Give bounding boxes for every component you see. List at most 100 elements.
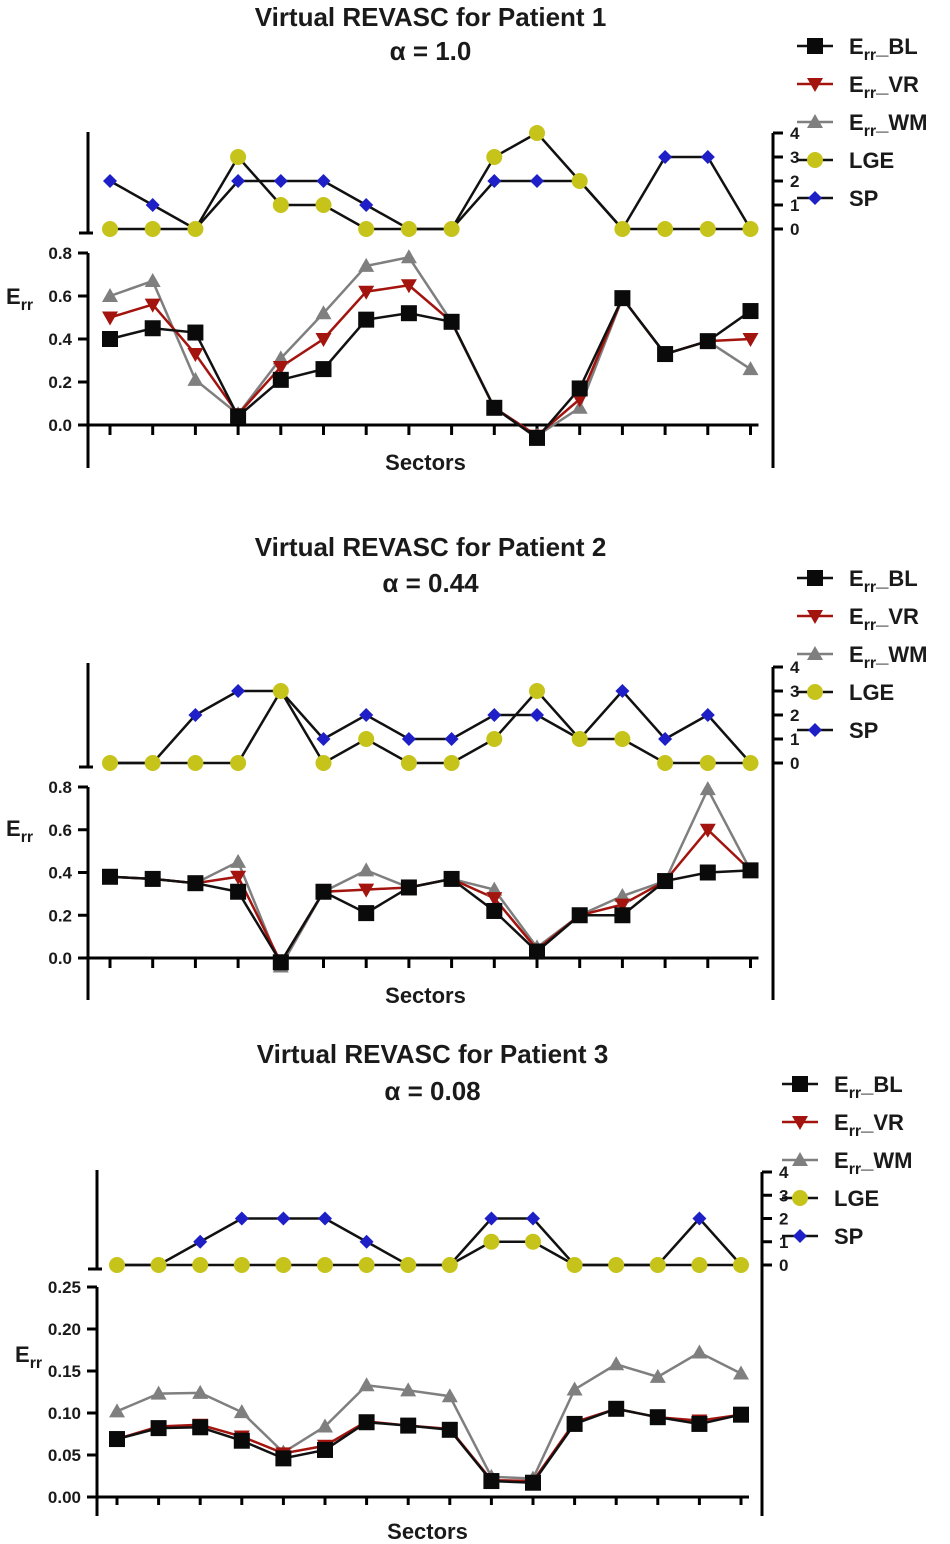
lge-point <box>733 1257 749 1273</box>
sp-point <box>359 1234 374 1249</box>
left-tick-label: 0.2 <box>48 373 72 392</box>
bl-point <box>566 1415 583 1432</box>
right-tick-label: 3 <box>779 1186 788 1205</box>
left-tick-label: 0.6 <box>48 821 72 840</box>
sp-point <box>615 684 630 698</box>
lge-point <box>443 221 460 237</box>
left-tick-label: 0.25 <box>48 1278 81 1297</box>
sp-series-line <box>109 155 752 232</box>
legend-label-suffix: _WM <box>875 642 927 667</box>
wm-point <box>400 249 417 264</box>
y-axis-label-sub: rr <box>21 829 33 846</box>
legend-marker-lge <box>792 1190 808 1206</box>
vr-point <box>742 333 759 347</box>
lge-point <box>529 683 545 699</box>
left-tick-label: 0.15 <box>48 1362 81 1381</box>
bl-point <box>317 1441 333 1458</box>
bl-point <box>358 311 375 328</box>
legend-label-suffix: _WM <box>875 110 927 135</box>
bl-point <box>233 1432 250 1449</box>
lge-point <box>691 1257 708 1273</box>
legend-label: LGE <box>849 148 894 173</box>
lge-point <box>358 1257 375 1273</box>
bl-point <box>699 864 716 881</box>
legend-marker-lge <box>807 684 823 700</box>
bl-point <box>400 305 417 322</box>
legend-label: Err_WM <box>849 642 927 672</box>
vr-series-line <box>116 1407 742 1483</box>
bl-point <box>614 907 631 924</box>
sp-point <box>530 174 544 188</box>
legend-label: Err_VR <box>849 72 919 102</box>
x-axis-label: Sectors <box>385 450 466 475</box>
chart-title: Virtual REVASC for Patient 2 <box>255 532 607 562</box>
lge-point <box>608 1257 625 1273</box>
left-tick-label: 0.00 <box>48 1488 81 1507</box>
lge-point <box>102 755 118 771</box>
y-axis-label-main: E <box>6 284 21 309</box>
bl-point <box>649 1409 666 1426</box>
wm-point <box>150 1385 167 1400</box>
legend-item-sp: SP <box>797 718 878 743</box>
legend-label: Err_BL <box>849 566 918 596</box>
legend-label: LGE <box>834 1186 879 1211</box>
y-axis-label-sub: rr <box>30 1355 42 1372</box>
lge-point <box>150 1257 167 1273</box>
legend-marker-wm <box>807 646 823 660</box>
wm-point <box>102 288 118 302</box>
bl-point <box>571 907 588 924</box>
lge-point <box>483 1233 500 1250</box>
right-tick-label: 4 <box>790 124 800 143</box>
lge-point <box>657 221 674 237</box>
vr-point <box>272 360 289 375</box>
bl-point <box>358 905 375 922</box>
wm-point <box>649 1368 666 1383</box>
legend-label-main: E <box>834 1148 849 1173</box>
y-axis-label-sub: rr <box>21 297 33 314</box>
lge-point <box>571 173 588 189</box>
y-axis-label: Err <box>15 1342 42 1372</box>
legend-item-sp: SP <box>797 186 878 211</box>
legend-item-vr: Err_VR <box>797 604 919 634</box>
right-tick-label: 2 <box>790 172 799 191</box>
legend-marker-vr <box>807 610 823 624</box>
sp-point <box>530 708 544 722</box>
legend-label-sub: rr <box>864 85 876 102</box>
legend-label-sub: rr <box>864 123 876 140</box>
lge-point <box>400 755 417 771</box>
wm-series-line <box>109 255 752 438</box>
left-tick-label: 0.4 <box>48 330 72 349</box>
sp-point <box>193 1234 208 1249</box>
vr-point <box>187 348 204 363</box>
legend-item-wm: Err_WM <box>797 642 927 672</box>
bl-point <box>272 371 289 388</box>
legend-label-main: LGE <box>849 680 894 705</box>
left-tick-label: 0.4 <box>48 864 72 883</box>
lge-point <box>657 755 674 771</box>
lge-series-line <box>110 131 751 231</box>
sp-point <box>700 150 715 164</box>
legend-marker-sp <box>793 1229 807 1243</box>
left-tick-label: 0.05 <box>48 1446 81 1465</box>
lge-point <box>275 1257 292 1273</box>
bl-point <box>614 290 631 307</box>
legend-label-suffix: _WM <box>860 1148 912 1173</box>
sp-point <box>318 1211 332 1226</box>
bl-point <box>275 1450 292 1467</box>
wm-point <box>486 881 503 896</box>
sp-point <box>316 174 331 188</box>
vr-point <box>230 870 247 885</box>
chart-subtitle: α = 1.0 <box>390 36 472 66</box>
sp-point <box>103 174 117 188</box>
lge-point <box>272 683 289 699</box>
lge-point <box>230 149 247 165</box>
wm-point <box>144 272 161 287</box>
legend-label: SP <box>834 1224 863 1249</box>
bl-point <box>358 1414 375 1431</box>
left-tick-label: 0.2 <box>48 906 72 925</box>
wm-point <box>358 257 375 272</box>
legend-label-main: E <box>849 72 864 97</box>
bl-point <box>486 902 503 919</box>
legend-label-suffix: _VR <box>875 604 919 629</box>
vr-point <box>486 892 503 907</box>
